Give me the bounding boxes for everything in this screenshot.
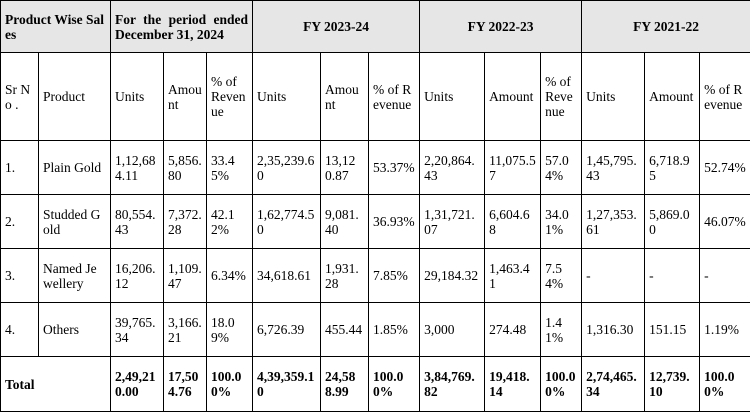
- value-cell: 1.19%: [700, 303, 750, 357]
- value-cell: 6,718.95: [645, 141, 700, 195]
- total-cell: 4,39,359.10: [253, 357, 321, 412]
- total-cell: 100.00%: [207, 357, 253, 412]
- value-cell: 80,554.43: [111, 195, 164, 249]
- amount-header: Amount: [164, 53, 207, 141]
- sr-no-cell: 3.: [1, 249, 39, 303]
- value-cell: -: [700, 249, 750, 303]
- product-cell: Plain Gold: [39, 141, 111, 195]
- value-cell: 36.93%: [369, 195, 420, 249]
- total-cell: 100.00%: [369, 357, 420, 412]
- total-cell: 12,739.10: [645, 357, 700, 412]
- value-cell: 1.41%: [541, 303, 582, 357]
- value-cell: 52.74%: [700, 141, 750, 195]
- value-cell: 18.09%: [207, 303, 253, 357]
- value-cell: 33.45%: [207, 141, 253, 195]
- value-cell: 455.44: [321, 303, 369, 357]
- value-cell: 1,931.28: [321, 249, 369, 303]
- value-cell: 2,35,239.60: [253, 141, 321, 195]
- period-header: For the period ended December 31, 2024: [111, 1, 253, 53]
- value-cell: 16,206.12: [111, 249, 164, 303]
- table-row: 4. Others 39,765.34 3,166.21 18.09% 6,72…: [1, 303, 750, 357]
- total-cell: 100.00%: [700, 357, 750, 412]
- value-cell: 1,12,684.11: [111, 141, 164, 195]
- total-cell: 100.00%: [541, 357, 582, 412]
- total-cell: 24,588.99: [321, 357, 369, 412]
- value-cell: 1,62,774.50: [253, 195, 321, 249]
- value-cell: 274.48: [485, 303, 541, 357]
- product-cell: Named Jewellery: [39, 249, 111, 303]
- value-cell: 1,109.47: [164, 249, 207, 303]
- product-cell: Studded Gold: [39, 195, 111, 249]
- product-wise-sales-header: Product Wise Sales: [1, 1, 111, 53]
- value-cell: 1,27,353.61: [582, 195, 645, 249]
- value-cell: 9,081.40: [321, 195, 369, 249]
- value-cell: 3,166.21: [164, 303, 207, 357]
- amount-header: Amount: [645, 53, 700, 141]
- value-cell: 11,075.57: [485, 141, 541, 195]
- value-cell: 1,316.30: [582, 303, 645, 357]
- units-header: Units: [111, 53, 164, 141]
- value-cell: -: [582, 249, 645, 303]
- subheader-row: Sr No . Product Units Amount % of Revenu…: [1, 53, 750, 141]
- value-cell: 2,20,864.43: [420, 141, 485, 195]
- total-cell: 19,418.14: [485, 357, 541, 412]
- value-cell: 29,184.32: [420, 249, 485, 303]
- sr-no-cell: 2.: [1, 195, 39, 249]
- table-row: 2. Studded Gold 80,554.43 7,372.28 42.12…: [1, 195, 750, 249]
- fy-2023-24-header: FY 2023-24: [253, 1, 420, 53]
- product-header: Product: [39, 53, 111, 141]
- units-header: Units: [253, 53, 321, 141]
- value-cell: 7.54%: [541, 249, 582, 303]
- product-cell: Others: [39, 303, 111, 357]
- value-cell: 46.07%: [700, 195, 750, 249]
- value-cell: 42.12%: [207, 195, 253, 249]
- value-cell: 5,869.00: [645, 195, 700, 249]
- value-cell: 1,463.41: [485, 249, 541, 303]
- total-label: Total: [1, 357, 111, 412]
- units-header: Units: [582, 53, 645, 141]
- value-cell: 6,726.39: [253, 303, 321, 357]
- value-cell: 1,45,795.43: [582, 141, 645, 195]
- value-cell: 5,856.80: [164, 141, 207, 195]
- pct-revenue-header: % of Revenue: [369, 53, 420, 141]
- total-cell: 3,84,769.82: [420, 357, 485, 412]
- value-cell: 53.37%: [369, 141, 420, 195]
- table-row: 1. Plain Gold 1,12,684.11 5,856.80 33.45…: [1, 141, 750, 195]
- amount-header: Amount: [485, 53, 541, 141]
- total-cell: 2,74,465.34: [582, 357, 645, 412]
- value-cell: 13,120.87: [321, 141, 369, 195]
- sr-no-header: Sr No .: [1, 53, 39, 141]
- fy-2021-22-header: FY 2021-22: [582, 1, 750, 53]
- value-cell: 1,31,721.07: [420, 195, 485, 249]
- value-cell: 57.04%: [541, 141, 582, 195]
- value-cell: -: [645, 249, 700, 303]
- fy-2022-23-header: FY 2022-23: [420, 1, 582, 53]
- total-cell: 2,49,210.00: [111, 357, 164, 412]
- total-cell: 17,504.76: [164, 357, 207, 412]
- total-row: Total 2,49,210.00 17,504.76 100.00% 4,39…: [1, 357, 750, 412]
- value-cell: 34,618.61: [253, 249, 321, 303]
- value-cell: 6,604.68: [485, 195, 541, 249]
- pct-revenue-header: % of Revenue: [541, 53, 582, 141]
- units-header: Units: [420, 53, 485, 141]
- value-cell: 1.85%: [369, 303, 420, 357]
- value-cell: 7.85%: [369, 249, 420, 303]
- sr-no-cell: 4.: [1, 303, 39, 357]
- value-cell: 39,765.34: [111, 303, 164, 357]
- value-cell: 151.15: [645, 303, 700, 357]
- value-cell: 34.01%: [541, 195, 582, 249]
- header-row: Product Wise Sales For the period ended …: [1, 1, 750, 53]
- pct-revenue-header: % of Revenue: [700, 53, 750, 141]
- value-cell: 7,372.28: [164, 195, 207, 249]
- sr-no-cell: 1.: [1, 141, 39, 195]
- amount-header: Amount: [321, 53, 369, 141]
- table-row: 3. Named Jewellery 16,206.12 1,109.47 6.…: [1, 249, 750, 303]
- pct-revenue-header: % of Revenue: [207, 53, 253, 141]
- value-cell: 3,000: [420, 303, 485, 357]
- value-cell: 6.34%: [207, 249, 253, 303]
